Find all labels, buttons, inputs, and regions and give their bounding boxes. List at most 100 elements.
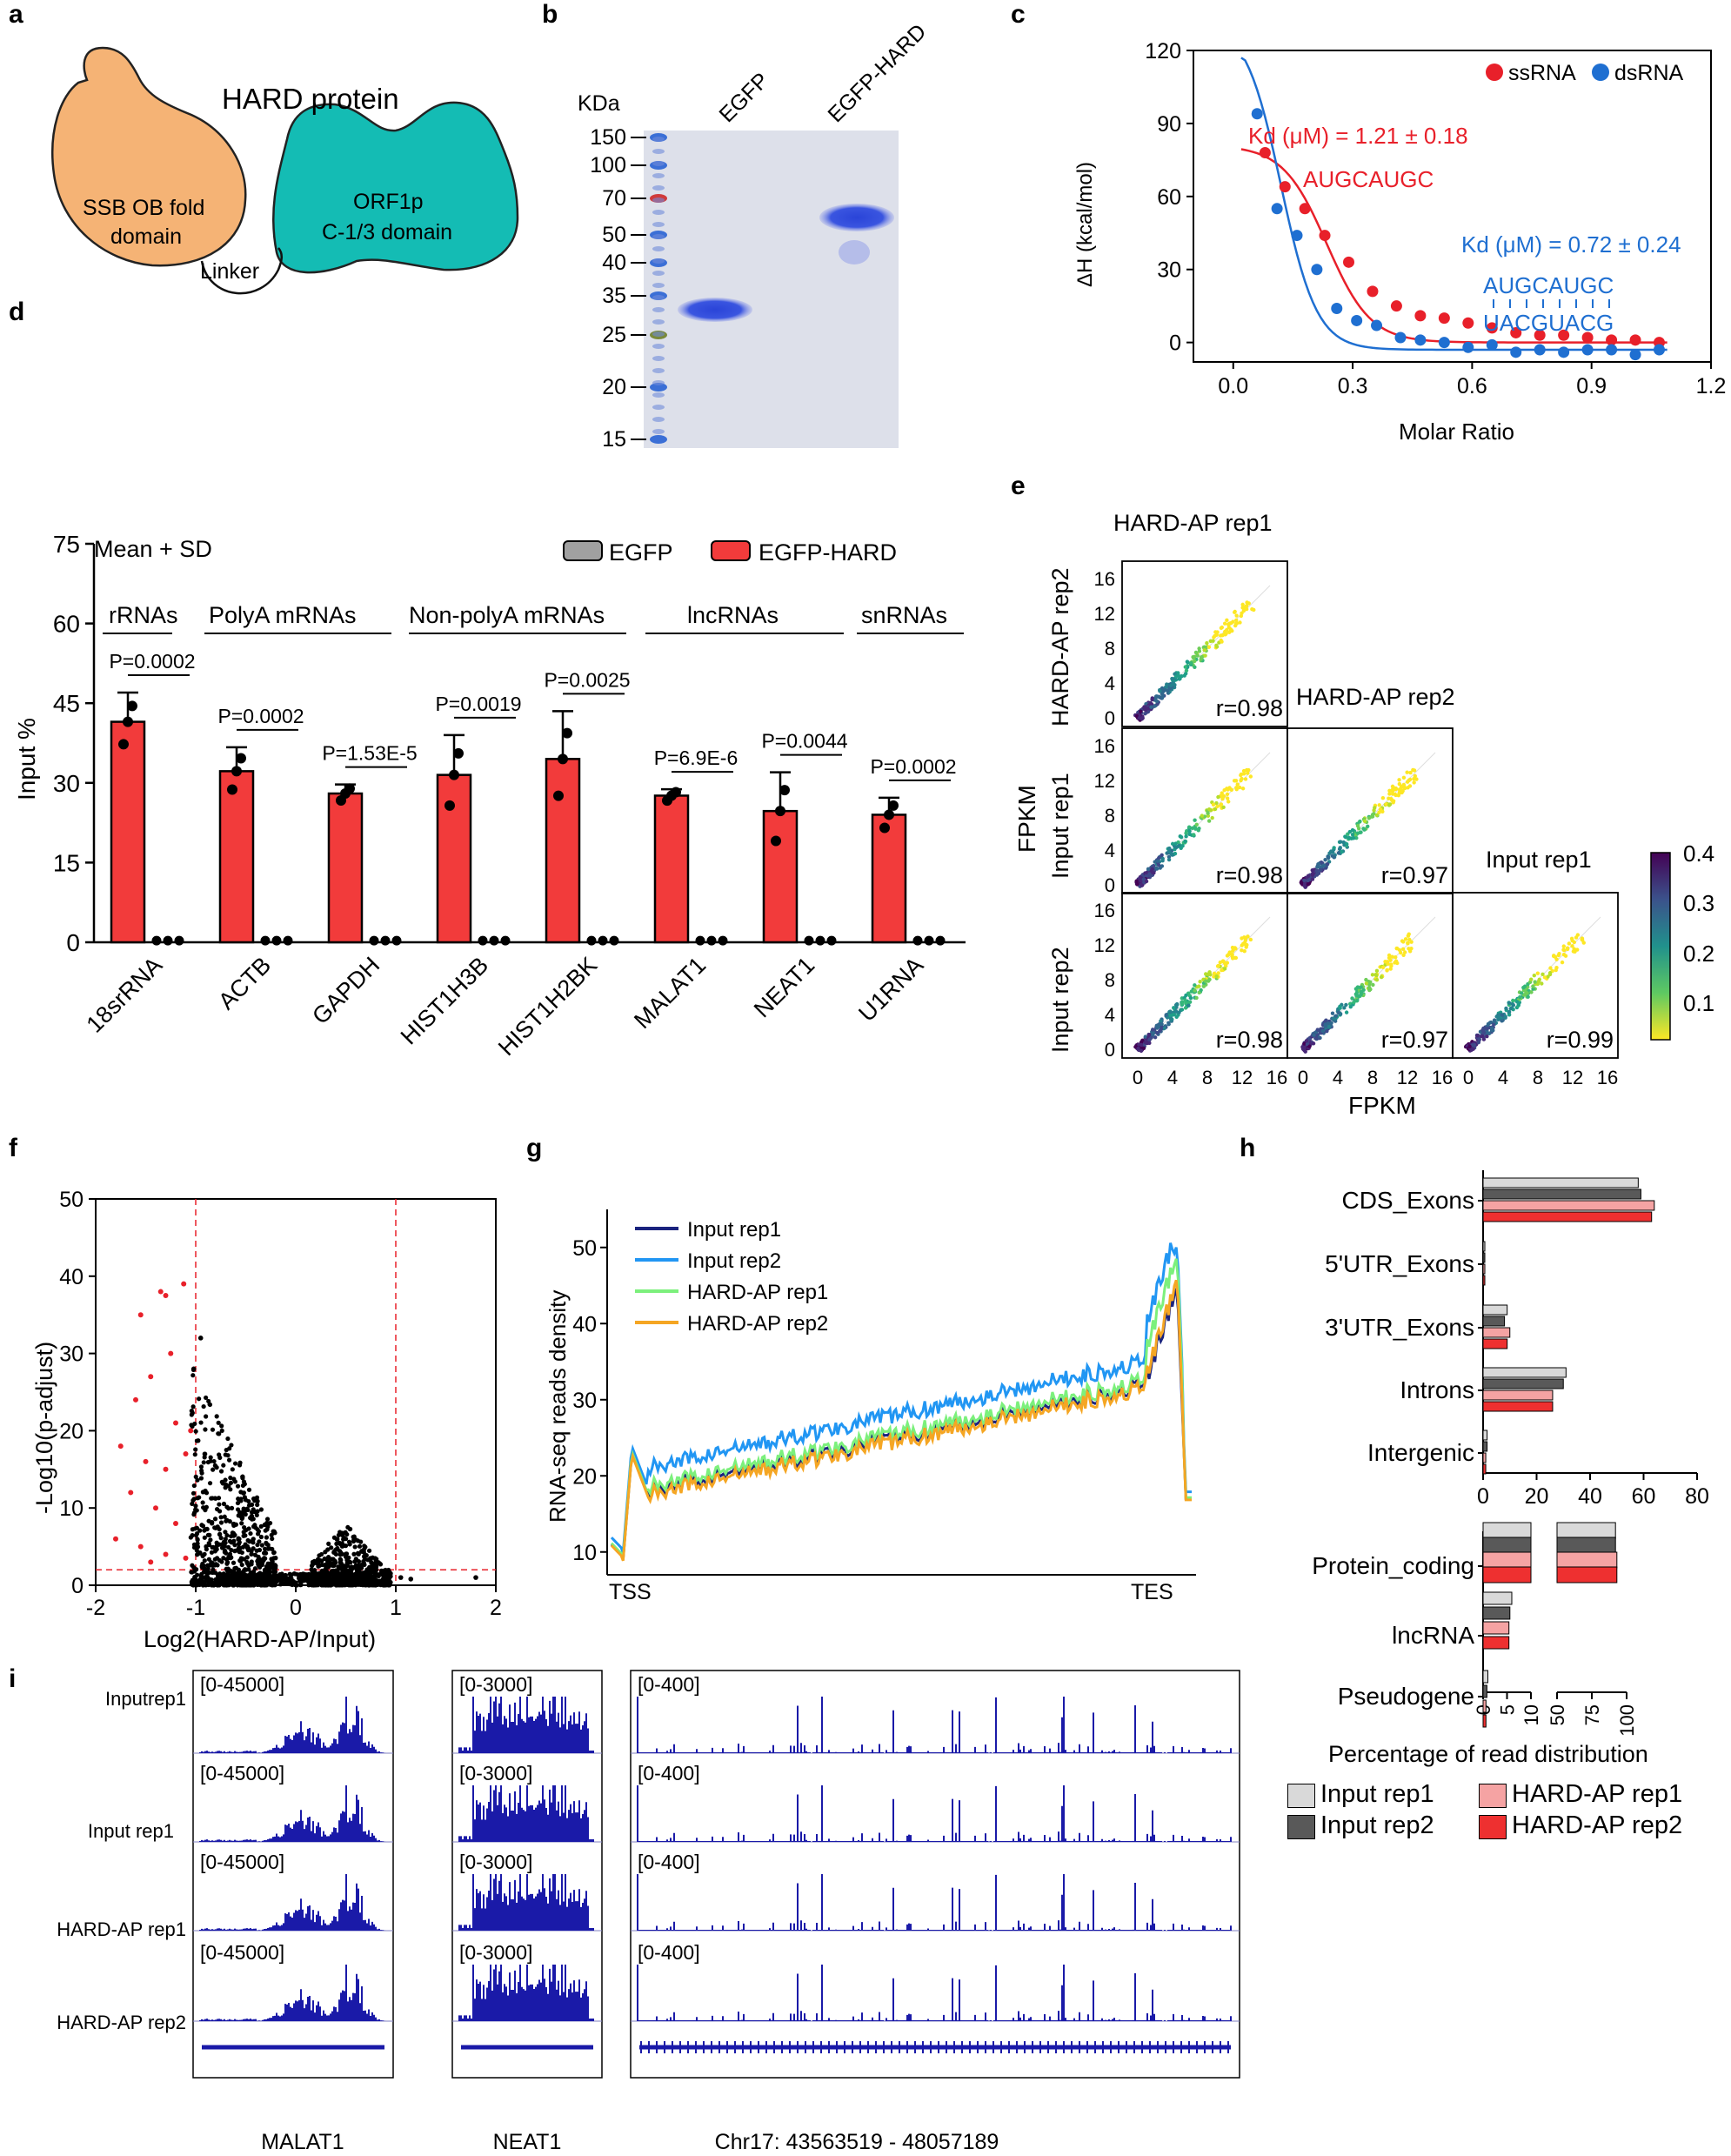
e-point bbox=[1542, 975, 1547, 980]
e-point bbox=[1406, 786, 1410, 790]
f-point bbox=[224, 1504, 230, 1510]
e-point bbox=[1150, 867, 1154, 872]
legend-input-rep1: Input rep1 bbox=[1320, 1780, 1434, 1808]
f-ytick-label: 30 bbox=[59, 1342, 84, 1367]
f-sig-point bbox=[148, 1374, 154, 1380]
e-point bbox=[1389, 962, 1393, 967]
e-point bbox=[1347, 829, 1353, 834]
coverage-track bbox=[199, 1785, 385, 1842]
e-point bbox=[1146, 867, 1151, 872]
f-point bbox=[374, 1557, 379, 1562]
f-point bbox=[230, 1467, 235, 1472]
bar-egfp-hard bbox=[327, 792, 364, 944]
h-bar bbox=[1482, 1621, 1510, 1635]
pvalue-label: P=1.53E-5 bbox=[322, 742, 417, 765]
e-point bbox=[1329, 1021, 1333, 1025]
f-point bbox=[353, 1537, 358, 1543]
coverage-track bbox=[458, 1874, 594, 1931]
e-point bbox=[1571, 949, 1576, 954]
f-sig-point bbox=[181, 1281, 187, 1287]
f-point bbox=[270, 1536, 275, 1542]
e-point bbox=[1146, 706, 1151, 711]
e-point bbox=[1183, 839, 1187, 844]
e-point bbox=[1384, 802, 1388, 807]
f-point bbox=[265, 1573, 271, 1578]
e-point bbox=[1299, 880, 1304, 885]
h-xtick-label: 5 bbox=[1497, 1704, 1519, 1715]
f-ytick-label: 50 bbox=[59, 1188, 84, 1212]
e-point bbox=[1166, 688, 1170, 693]
f-point bbox=[264, 1517, 271, 1522]
h-bar bbox=[1482, 1389, 1554, 1401]
e-point bbox=[1174, 1001, 1180, 1007]
e-point bbox=[1302, 1041, 1307, 1046]
c-ytick-label: 90 bbox=[1157, 112, 1181, 137]
e-xtick-label: 16 bbox=[1267, 1067, 1287, 1088]
f-point bbox=[303, 1572, 309, 1577]
dsrna-point bbox=[1558, 346, 1570, 358]
e-point bbox=[1173, 682, 1177, 687]
f-xtick-label: 0 bbox=[290, 1596, 302, 1620]
e-point bbox=[1411, 767, 1415, 773]
e-point bbox=[1149, 1035, 1153, 1040]
f-point bbox=[247, 1583, 253, 1588]
e-point bbox=[1377, 810, 1381, 815]
f-point bbox=[193, 1503, 198, 1509]
e-point bbox=[1344, 834, 1348, 840]
e-point bbox=[1366, 824, 1370, 828]
e-point bbox=[1314, 1035, 1319, 1040]
ladder-smear bbox=[652, 295, 665, 300]
f-point bbox=[341, 1571, 346, 1577]
f-point bbox=[219, 1428, 224, 1433]
f-point bbox=[211, 1467, 216, 1472]
panel-letter-a: a bbox=[9, 0, 23, 29]
dsrna-point bbox=[1534, 344, 1546, 356]
d-title: Mean + SD bbox=[94, 536, 212, 562]
d-ytick-label: 60 bbox=[53, 611, 80, 638]
g-ylabel: RNA-seq reads density bbox=[545, 1290, 571, 1523]
dsrna-point bbox=[1271, 203, 1283, 215]
ladder-smear bbox=[652, 368, 665, 373]
e-point bbox=[1170, 853, 1174, 857]
g-legend-label: Input rep2 bbox=[687, 1249, 781, 1273]
e-point bbox=[1184, 834, 1188, 839]
ob-label-1: SSB OB fold bbox=[83, 196, 204, 220]
e-point bbox=[1380, 809, 1385, 814]
e-point bbox=[1246, 767, 1251, 773]
f-point bbox=[284, 1579, 289, 1585]
e-point bbox=[1304, 1039, 1309, 1043]
e-point bbox=[1519, 991, 1524, 995]
f-point bbox=[243, 1533, 248, 1538]
f-point bbox=[332, 1560, 338, 1565]
itc-xlabel: Molar Ratio bbox=[1399, 418, 1514, 445]
track-range: [0-45000] bbox=[200, 1851, 284, 1873]
h-legend: Input rep1 Input rep2 HARD-AP rep1 HARD-… bbox=[1279, 1780, 1731, 1879]
h-bar bbox=[1482, 1670, 1488, 1684]
e-point bbox=[1574, 935, 1579, 940]
read-distribution-chart: 0 20 40 60 80 CDS_Exons 5'UTR_Exons 3'UTR_Exons… bbox=[1312, 1170, 1709, 1767]
e-point bbox=[1399, 787, 1403, 793]
e-point bbox=[1496, 1017, 1500, 1021]
f-point bbox=[199, 1571, 204, 1577]
f-point bbox=[356, 1569, 361, 1574]
bar-egfp-hard bbox=[218, 770, 255, 944]
cbar-tick-0.4: 0.4 bbox=[1683, 840, 1714, 867]
d-ytick-label: 75 bbox=[53, 531, 80, 558]
e-xtick-label: 0 bbox=[1463, 1067, 1474, 1088]
e-point bbox=[1344, 841, 1349, 847]
e-point bbox=[1383, 960, 1387, 964]
f-point bbox=[231, 1523, 237, 1529]
ssrna-point bbox=[1510, 326, 1522, 338]
c-xtick-label: 0.6 bbox=[1457, 374, 1487, 398]
f-point bbox=[258, 1582, 264, 1587]
bar-egfp-hard bbox=[653, 794, 690, 944]
marker-label: 50 bbox=[602, 223, 626, 247]
f-point bbox=[231, 1569, 237, 1574]
e-point bbox=[1135, 881, 1140, 887]
g-line bbox=[610, 1242, 1192, 1554]
e-point bbox=[1522, 984, 1527, 988]
replicate-dot bbox=[236, 753, 246, 764]
f-point bbox=[314, 1560, 320, 1565]
f-point bbox=[189, 1409, 194, 1414]
